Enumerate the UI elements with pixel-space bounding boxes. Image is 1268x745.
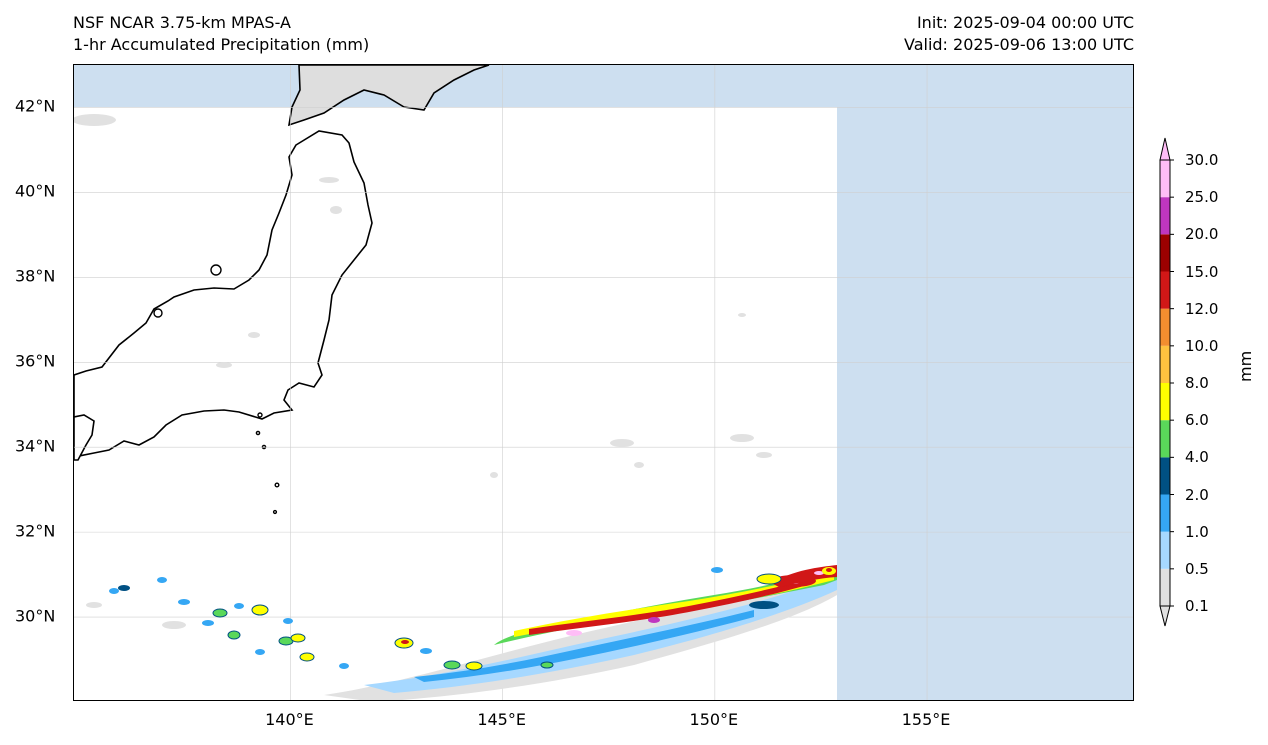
colorbar-segment: [1160, 197, 1170, 235]
map-canvas: [74, 65, 1133, 700]
map-panel: [73, 64, 1134, 701]
precip-band: [324, 565, 837, 700]
colorbar-segment: [1160, 345, 1170, 383]
light-precip-speckles: [74, 114, 772, 629]
colorbar-segment: [1160, 160, 1170, 198]
latitude-tick-label: 32°N: [15, 521, 56, 541]
time-info-block: Init: 2025-09-04 00:00 UTC Valid: 2025-0…: [904, 12, 1134, 56]
latitude-tick-label: 36°N: [15, 351, 56, 371]
colorbar-tick-label: 8.0: [1185, 374, 1209, 392]
colorbar-tick-label: 2.0: [1185, 485, 1209, 504]
colorbar-segment: [1160, 494, 1170, 532]
colorbar-tick-label: 25.0: [1185, 188, 1219, 207]
longitude-tick-label: 150°E: [689, 710, 739, 729]
valid-time: Valid: 2025-09-06 13:00 UTC: [903, 35, 1134, 54]
colorbar-segment: [1160, 234, 1170, 272]
colorbar-tick-label: 0.5: [1185, 559, 1209, 578]
colorbar-tick-label: 0.1: [1185, 597, 1209, 615]
izu-island: [272, 509, 278, 515]
colorbar-segment: [1160, 383, 1170, 421]
colorbar-segment: [1160, 568, 1170, 606]
colorbar-segment: [1160, 531, 1170, 569]
longitude-tick-label: 155°E: [901, 710, 951, 729]
field-title: 1-hr Accumulated Precipitation (mm): [73, 35, 370, 54]
sado-island: [210, 264, 222, 276]
izu-island: [274, 482, 280, 488]
chart-title-block: NSF NCAR 3.75-km MPAS-A 1-hr Accumulated…: [73, 12, 369, 56]
init-time: Init: 2025-09-04 00:00 UTC: [916, 13, 1134, 32]
colorbar-segment: [1160, 308, 1170, 346]
colorbar-tick-label: 6.0: [1185, 411, 1209, 430]
model-title: NSF NCAR 3.75-km MPAS-A: [73, 13, 291, 32]
awaji-island: [153, 308, 163, 318]
no-data-region-east: [837, 65, 1133, 700]
colorbar-segment: [1160, 420, 1170, 458]
shikoku-landmass: [74, 414, 95, 461]
colorbar-tick-label: 20.0: [1185, 225, 1219, 244]
colorbar-tick-label: 10.0: [1185, 336, 1219, 355]
latitude-tick-label: 38°N: [15, 266, 56, 286]
latitude-tick-label: 30°N: [15, 606, 56, 626]
izu-island: [257, 412, 263, 418]
colorbar-tick-label: 15.0: [1185, 262, 1219, 281]
honshu-landmass: [74, 130, 373, 458]
colorbar-segment: [1160, 457, 1170, 495]
colorbar-tick-label: 1.0: [1185, 522, 1209, 541]
longitude-tick-label: 140°E: [265, 710, 314, 729]
colorbar-segment: [1160, 271, 1170, 309]
longitude-tick-label: 145°E: [477, 710, 526, 729]
colorbar-extend-top: [1159, 137, 1171, 161]
colorbar-tick-label: 30.0: [1185, 151, 1219, 169]
colorbar-extend-bottom: [1159, 605, 1171, 627]
colorbar-unit-label: mm: [1236, 350, 1255, 382]
colorbar-tick-label: 4.0: [1185, 448, 1209, 467]
colorbar-tick-label: 12.0: [1185, 299, 1219, 318]
latitude-tick-label: 40°N: [15, 181, 56, 201]
izu-island: [255, 430, 261, 436]
latitude-tick-label: 42°N: [15, 96, 56, 116]
colorbar: [1159, 137, 1174, 627]
convective-cells: [109, 567, 836, 671]
latitude-tick-label: 34°N: [15, 436, 56, 456]
